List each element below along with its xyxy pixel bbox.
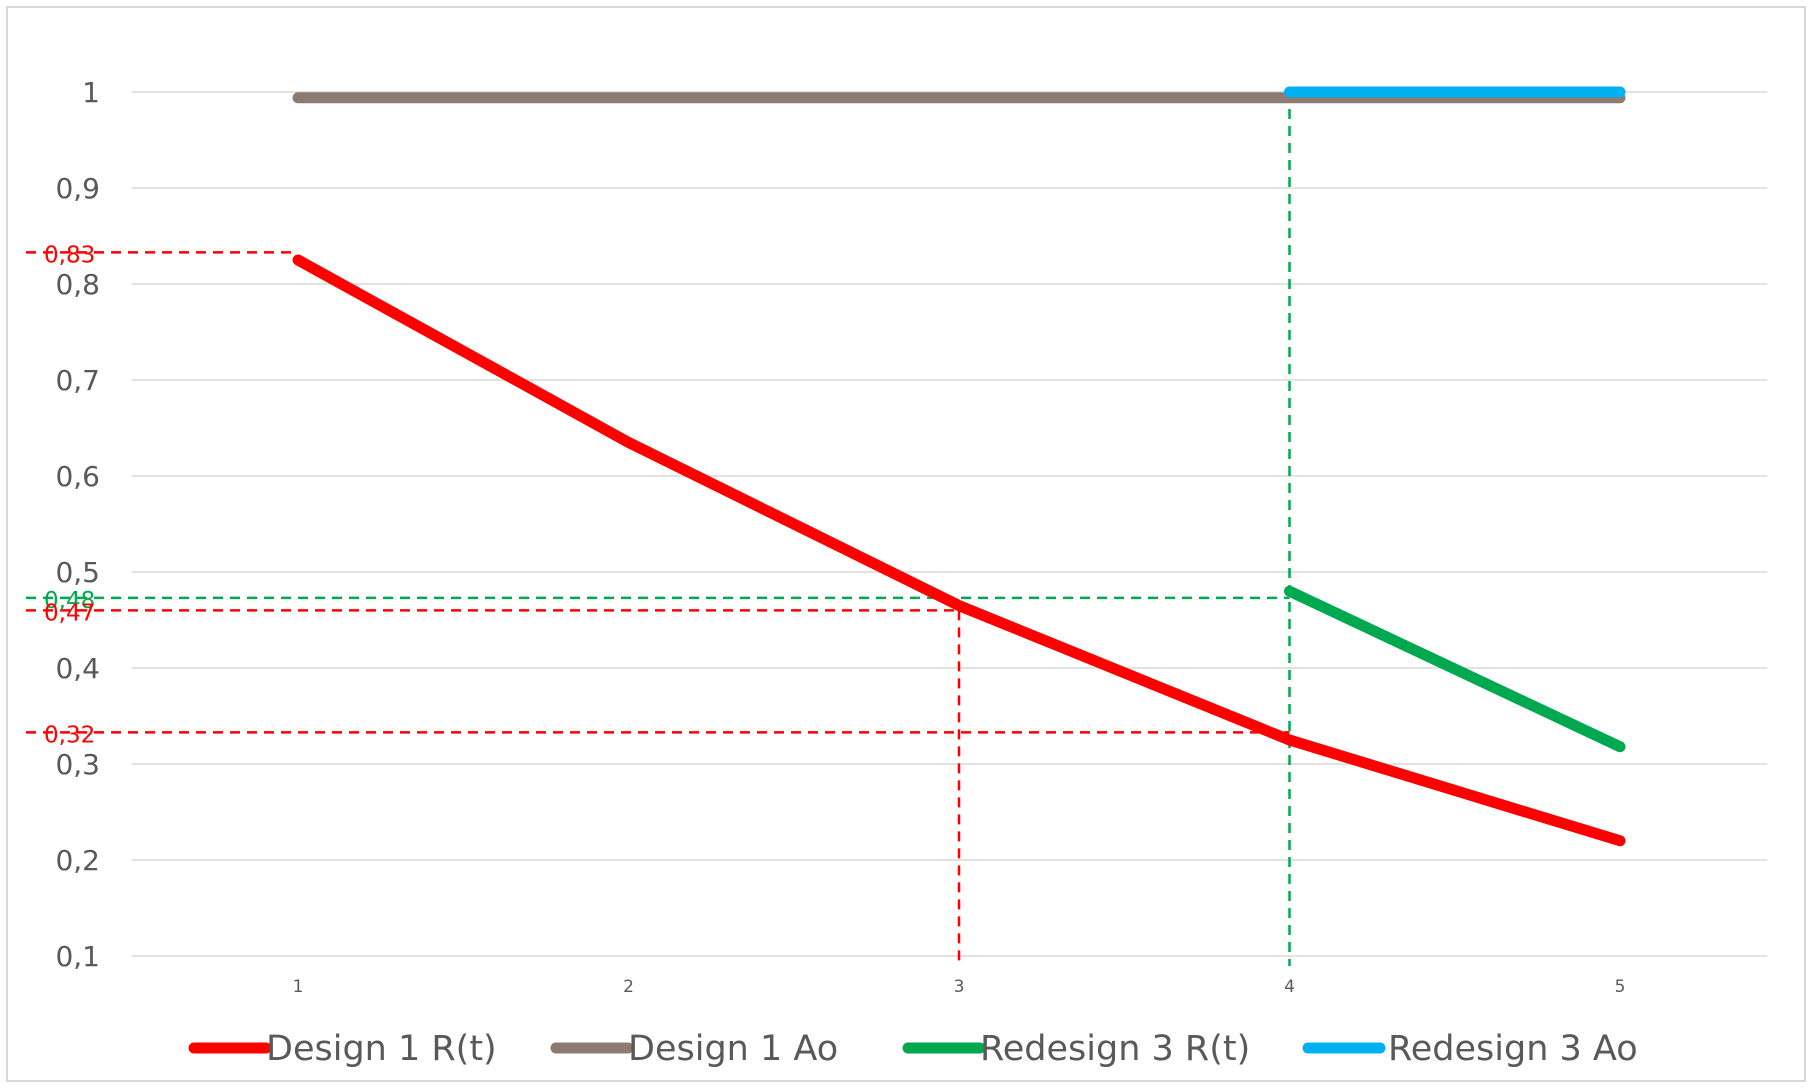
- y-tick-label: 0,7: [55, 364, 100, 397]
- series-lines: [292, 86, 1626, 847]
- annotation-label: 0,83: [44, 242, 95, 268]
- x-tick-label: 2: [623, 977, 634, 997]
- y-axis-tick-labels: 0,1 0,2 0,3 0,4 0,5 0,6 0,7 0,8 0,9 1: [55, 76, 100, 973]
- x-tick-label: 1: [293, 977, 304, 997]
- legend-item: Design 1 R(t): [188, 1029, 497, 1069]
- legend: Design 1 R(t) Design 1 Ao Redesign 3 R(t) R…: [188, 1029, 1638, 1069]
- annotation-labels: 0,83 0,480,47 0,32: [44, 242, 95, 748]
- legend-item: Redesign 3 Ao: [1302, 1029, 1638, 1069]
- x-axis-tick-labels: 1 2 3 4 5: [293, 977, 1626, 997]
- gridlines: [132, 91, 1767, 957]
- y-tick-label: 0,9: [55, 172, 100, 205]
- annotation-label: 0,48: [44, 588, 95, 614]
- y-tick-label: 0,3: [55, 748, 100, 781]
- y-tick-label: 0,4: [55, 652, 100, 685]
- y-tick-label: 0,1: [55, 940, 100, 973]
- reference-lines: [26, 92, 1291, 966]
- legend-label: Design 1 R(t): [266, 1029, 497, 1069]
- y-tick-label: 0,8: [55, 268, 100, 301]
- y-tick-label: 1: [82, 76, 100, 109]
- x-tick-label: 5: [1615, 977, 1626, 997]
- annotation-label: 0,47: [44, 600, 95, 626]
- legend-label: Redesign 3 Ao: [1388, 1029, 1638, 1069]
- series-line: [292, 254, 1626, 847]
- y-tick-label: 0,5: [55, 556, 100, 589]
- y-tick-label: 0,6: [55, 460, 100, 493]
- legend-label: Design 1 Ao: [628, 1029, 838, 1069]
- legend-item: Design 1 Ao: [550, 1029, 838, 1069]
- x-tick-label: 4: [1284, 977, 1295, 997]
- legend-label: Redesign 3 R(t): [980, 1029, 1250, 1069]
- series-line: [1284, 585, 1626, 753]
- legend-item: Redesign 3 R(t): [902, 1029, 1250, 1069]
- y-tick-label: 0,2: [55, 844, 100, 877]
- x-tick-label: 3: [954, 977, 965, 997]
- annotation-label: 0,32: [44, 722, 95, 748]
